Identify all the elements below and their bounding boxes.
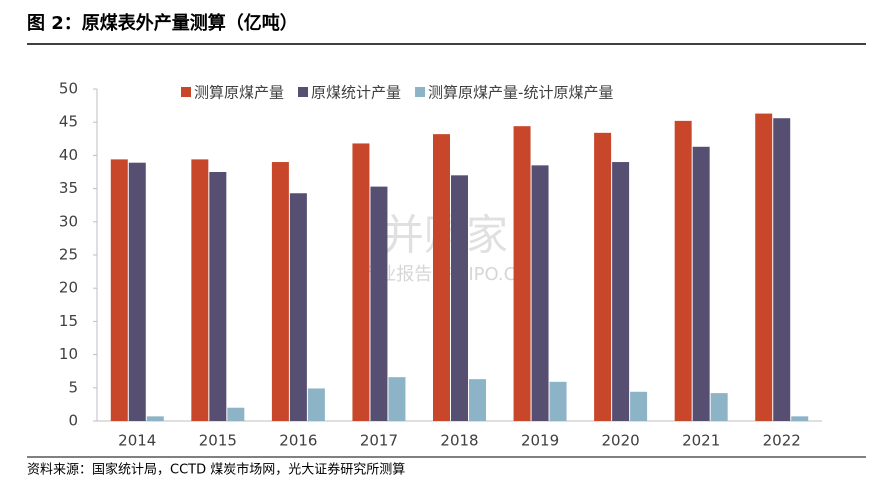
bar [271,162,289,422]
bar [307,388,325,421]
bar [773,118,791,421]
x-tick-label: 2020 [602,432,640,450]
x-tick-label: 2021 [682,432,720,450]
y-tick-label: 0 [68,412,78,430]
legend-label: 原煤统计产量 [311,84,401,102]
bar [791,416,809,421]
y-tick-label: 40 [59,146,78,164]
legend-swatch [415,87,426,97]
bar [531,165,549,421]
chart-title: 图 2：原煤表外产量测算（亿吨） [27,12,298,34]
x-tick-label: 2018 [440,432,478,450]
source: 资料来源：国家统计局，CCTD 煤炭市场网，光大证券研究所测算 [27,462,405,478]
legend-label: 测算原煤产量 [194,84,284,102]
bar [674,120,692,421]
x-tick-label: 2015 [199,432,237,450]
bar [451,175,468,421]
bar [289,193,307,421]
y-tick-label: 15 [59,312,78,330]
bar [612,162,630,422]
bar [191,159,209,421]
y-tick-label: 20 [59,279,78,297]
x-tick-label: 2017 [360,432,398,450]
x-tick-label: 2014 [118,432,156,450]
bar [692,146,710,421]
legend-label: 测算原煤产量-统计原煤产量 [428,84,613,102]
bar [370,186,388,421]
bar [388,377,406,421]
legend-swatch [298,87,309,97]
bar [227,407,245,421]
bar [630,391,648,421]
bar [146,416,164,421]
bar [469,379,486,421]
y-tick-label: 45 [59,113,78,131]
y-tick-label: 35 [59,179,78,197]
bar [110,159,128,421]
bar [710,393,728,421]
bar [755,113,773,422]
bar [209,172,227,421]
x-tick-label: 2022 [763,432,801,450]
bar [594,132,612,421]
y-tick-label: 5 [68,378,78,396]
x-tick-label: 2019 [521,432,559,450]
bar [352,143,370,421]
legend-swatch [181,87,191,97]
y-tick-label: 50 [59,80,78,98]
y-tick-label: 10 [59,345,78,363]
bar [128,162,146,422]
bar [433,134,450,422]
y-tick-label: 25 [59,246,78,264]
x-tick-label: 2016 [279,432,317,450]
bar [513,126,531,422]
bar [549,381,567,421]
y-tick-label: 30 [59,212,78,230]
